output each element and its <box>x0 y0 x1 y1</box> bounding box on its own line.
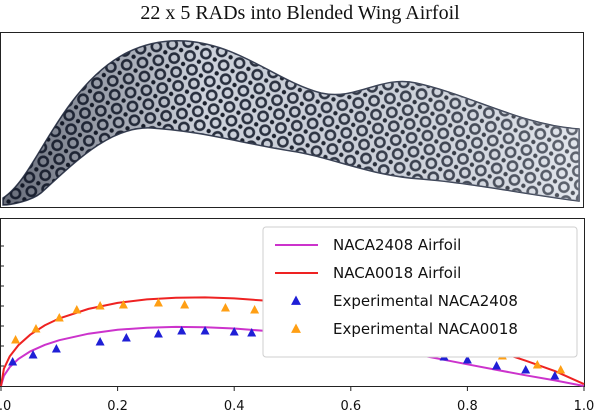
data-point-exp0018 <box>250 305 260 314</box>
plot-frame <box>0 218 585 387</box>
x-tick-label: 0.0 <box>0 399 11 414</box>
data-point-exp2408 <box>28 350 38 359</box>
data-point-exp2408 <box>51 344 61 353</box>
data-point-exp0018 <box>95 301 105 310</box>
x-tick-label: 0.2 <box>107 399 128 414</box>
x-tick-label: 1.0 <box>574 399 595 414</box>
lattice-airfoil-photo-icon <box>2 40 580 206</box>
data-point-exp0018 <box>118 300 128 309</box>
data-point-exp0018 <box>220 303 230 312</box>
figure-title: 22 x 5 RADs into Blended Wing Airfoil <box>140 2 460 24</box>
legend-label-naca2408: NACA2408 Airfoil <box>333 236 461 254</box>
legend-box <box>262 226 578 358</box>
data-point-exp0018 <box>54 313 64 322</box>
legend-label-exp2408: Experimental NACA2408 <box>333 292 518 310</box>
data-point-exp2408 <box>153 329 163 338</box>
data-point-exp0018 <box>532 360 542 369</box>
data-point-exp2408 <box>200 326 210 335</box>
legend: NACA2408 Airfoil NACA0018 Airfoil Experime… <box>262 226 578 358</box>
data-point-exp2408 <box>121 333 131 342</box>
data-point-exp2408 <box>247 328 257 337</box>
data-point-exp0018 <box>72 305 82 314</box>
legend-label-naca0018: NACA0018 Airfoil <box>333 264 461 282</box>
data-point-exp0018 <box>31 324 41 333</box>
chart-svg: 0.0 0.2 0.4 0.6 0.8 1.0 NACA2408 Airfoil NACA0… <box>0 218 595 414</box>
data-point-exp0018 <box>180 300 190 309</box>
data-point-exp2408 <box>177 326 187 335</box>
lattice-airfoil-photo <box>0 32 584 208</box>
data-point-exp2408 <box>550 371 560 380</box>
data-point-exp2408 <box>462 355 472 364</box>
data-point-exp0018 <box>556 365 566 374</box>
data-point-exp2408 <box>229 327 239 336</box>
legend-swatch-exp2408 <box>291 295 301 305</box>
data-point-exp2408 <box>521 365 531 374</box>
data-point-exp2408 <box>95 337 105 346</box>
data-point-exp0018 <box>11 335 21 344</box>
data-point-exp2408 <box>8 357 18 366</box>
x-tick-label: 0.8 <box>457 399 478 414</box>
data-point-exp2408 <box>492 361 502 370</box>
airfoil-profile-chart: 0.0 0.2 0.4 0.6 0.8 1.0 NACA2408 Airfoil NACA0… <box>0 218 600 415</box>
x-tick-label: 0.6 <box>340 399 361 414</box>
x-tick-label: 0.4 <box>224 399 245 414</box>
legend-swatch-exp0018 <box>291 323 301 333</box>
data-point-exp0018 <box>153 298 163 307</box>
legend-label-exp0018: Experimental NACA0018 <box>333 320 518 338</box>
